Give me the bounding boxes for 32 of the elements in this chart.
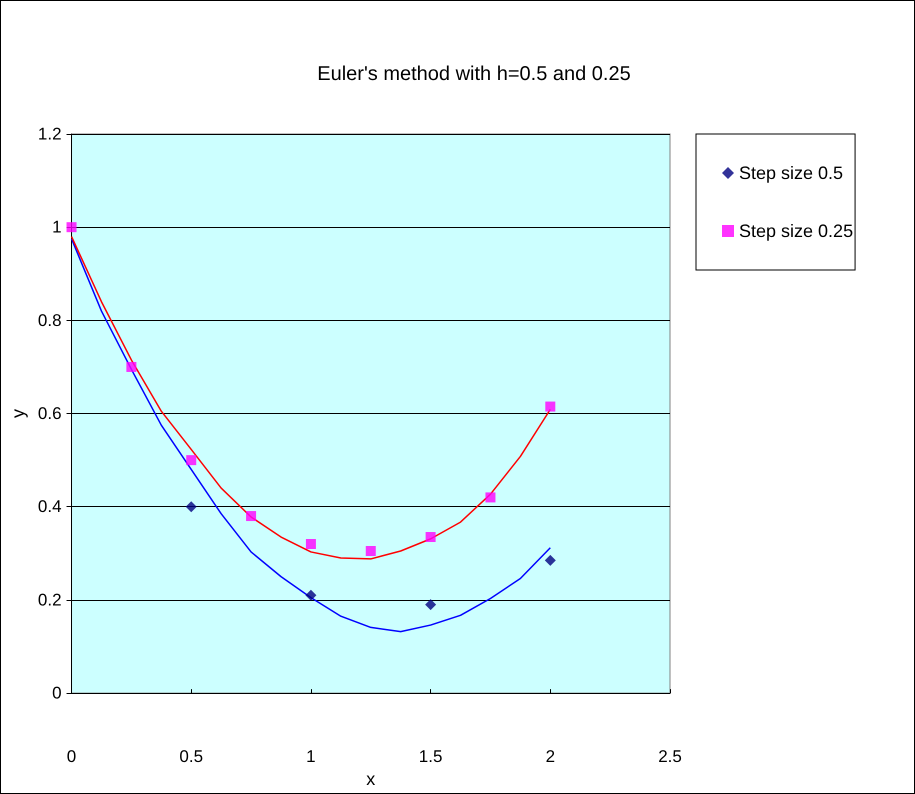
y-tick-label: 0 [52,684,62,703]
x-axis-title: x [366,769,376,789]
y-tick-label: 0.8 [38,310,62,330]
point [186,501,197,512]
x-tick-label: 0 [66,747,76,766]
y-tick-label: 0.6 [38,404,62,424]
x-tick-label: 1 [306,747,316,766]
y-axis-title: y [8,409,28,418]
point [126,362,136,372]
point [306,539,316,550]
point [186,455,196,466]
point [485,492,496,502]
y-tick-label: 0.2 [38,590,62,610]
point [544,554,556,566]
x-tick-label: 2 [546,747,556,766]
chart-title: Euler's method with h=0.5 and 0.25 [317,63,631,85]
legend-label: Step size 0.25 [739,221,854,241]
y-tick-label: 1 [52,218,62,237]
x-tick-label: 2.5 [658,747,682,766]
legend-label: Step size 0.5 [739,163,844,183]
line-series [70,238,552,632]
x-tick-label: 1.5 [418,747,442,766]
y-tick-label: 0.4 [38,497,62,516]
point [426,532,436,542]
point [305,590,316,601]
point [425,599,436,610]
point [246,511,256,522]
y-tick-label: 1.2 [38,124,62,144]
x-tick-label: 0.5 [179,747,204,766]
point [545,402,556,412]
point [366,546,376,556]
point [66,222,77,232]
